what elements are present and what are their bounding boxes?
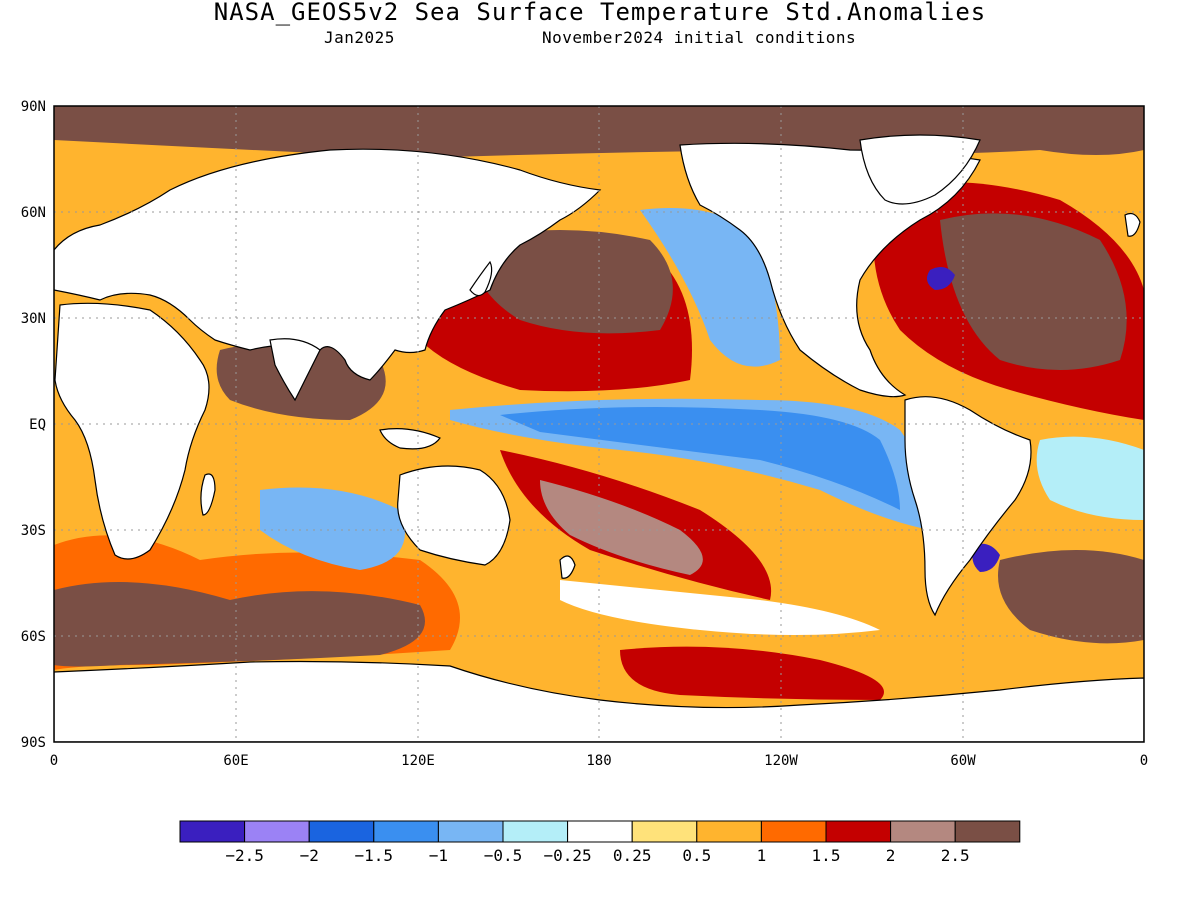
- lat-label: 30S: [21, 523, 46, 539]
- lon-label: 60E: [223, 753, 248, 769]
- japan: [469, 260, 493, 297]
- lon-label: 0: [50, 753, 58, 769]
- colorbar-label: −1: [429, 846, 448, 865]
- map-field: [54, 106, 1144, 742]
- colorbar-label: −2: [300, 846, 319, 865]
- colorbar-swatch: [954, 820, 1021, 843]
- lon-label: 180: [586, 753, 611, 769]
- colorbar-swatch: [373, 820, 439, 843]
- colorbar-swatch: [760, 820, 827, 843]
- lon-label: 60W: [950, 753, 976, 769]
- colorbar-swatch: [308, 820, 375, 843]
- colorbar-label: 2.5: [941, 846, 970, 865]
- lon-label: 0: [1140, 753, 1148, 769]
- tropical-atlantic-cool: [1036, 436, 1144, 520]
- lat-label: 30N: [21, 311, 46, 327]
- land-masses: [54, 134, 1144, 742]
- forecast-month: Jan2025: [324, 28, 395, 47]
- south-pacific-brown: [540, 480, 703, 575]
- india: [269, 338, 321, 402]
- lon-label: 120W: [764, 753, 798, 769]
- map-frame: [53, 105, 1145, 743]
- lon-label: 120E: [401, 753, 435, 769]
- colorbar-swatch: [825, 820, 892, 843]
- lon-axis: 0 60E 120E 180 120W 60W 0: [50, 753, 1148, 769]
- greenland: [859, 134, 981, 205]
- north-atlantic-brown: [940, 213, 1127, 370]
- gridlines: [54, 106, 1144, 742]
- south-america: [904, 396, 1032, 617]
- lat-label: EQ: [29, 417, 46, 433]
- africa: [54, 302, 210, 560]
- lat-axis: 90N 60N 30N EQ 30S 60S 90S: [21, 99, 46, 751]
- south-atlantic-cold-spot: [972, 543, 1000, 572]
- lat-label: 60S: [21, 629, 46, 645]
- colorbar-swatch: [437, 820, 504, 843]
- british-isles: [1124, 212, 1141, 237]
- southern-ocean-brown: [54, 582, 425, 667]
- southern-pacific-warm-band: [620, 646, 884, 700]
- south-indian-cool: [260, 487, 405, 570]
- indonesia: [379, 428, 441, 450]
- colorbar-swatch: [631, 820, 698, 843]
- cold-tongue-inner: [500, 406, 900, 510]
- colorbar-swatch: [244, 820, 310, 843]
- lat-label: 60N: [21, 205, 46, 221]
- lat-label: 90S: [21, 735, 46, 751]
- new-zealand: [559, 555, 576, 579]
- south-atlantic-brown: [998, 550, 1144, 644]
- colorbar-label: −0.5: [484, 846, 523, 865]
- colorbar: −2.5 −2 −1.5 −1 −0.5 −0.25 0.25 0.5 1 1.5 2 2.5: [179, 820, 1021, 865]
- labrador-cold-spot: [926, 266, 955, 290]
- southern-pacific-neutral: [560, 580, 880, 635]
- lat-label: 90N: [21, 99, 46, 115]
- colorbar-swatch: [179, 820, 246, 843]
- colorbar-label: 1: [757, 846, 767, 865]
- madagascar: [200, 473, 216, 516]
- initial-conditions: November2024 initial conditions: [542, 28, 857, 47]
- colorbar-label: 0.5: [682, 846, 711, 865]
- colorbar-label: −2.5: [225, 846, 264, 865]
- north-pacific-brown: [470, 230, 673, 334]
- colorbar-label: 2: [886, 846, 896, 865]
- colorbar-swatch: [502, 820, 569, 843]
- colorbar-swatch: [567, 820, 633, 843]
- colorbar-label: −0.25: [544, 846, 592, 865]
- map-title: NASA_GEOS5v2 Sea Surface Temperature Std…: [213, 0, 987, 26]
- australia: [397, 465, 511, 566]
- colorbar-label: −1.5: [355, 846, 394, 865]
- eurasia: [54, 148, 602, 381]
- colorbar-swatch: [696, 820, 762, 843]
- ne-pacific-cool: [640, 208, 780, 367]
- colorbar-label: 0.25: [613, 846, 652, 865]
- colorbar-label: 1.5: [812, 846, 841, 865]
- colorbar-swatch: [890, 820, 956, 843]
